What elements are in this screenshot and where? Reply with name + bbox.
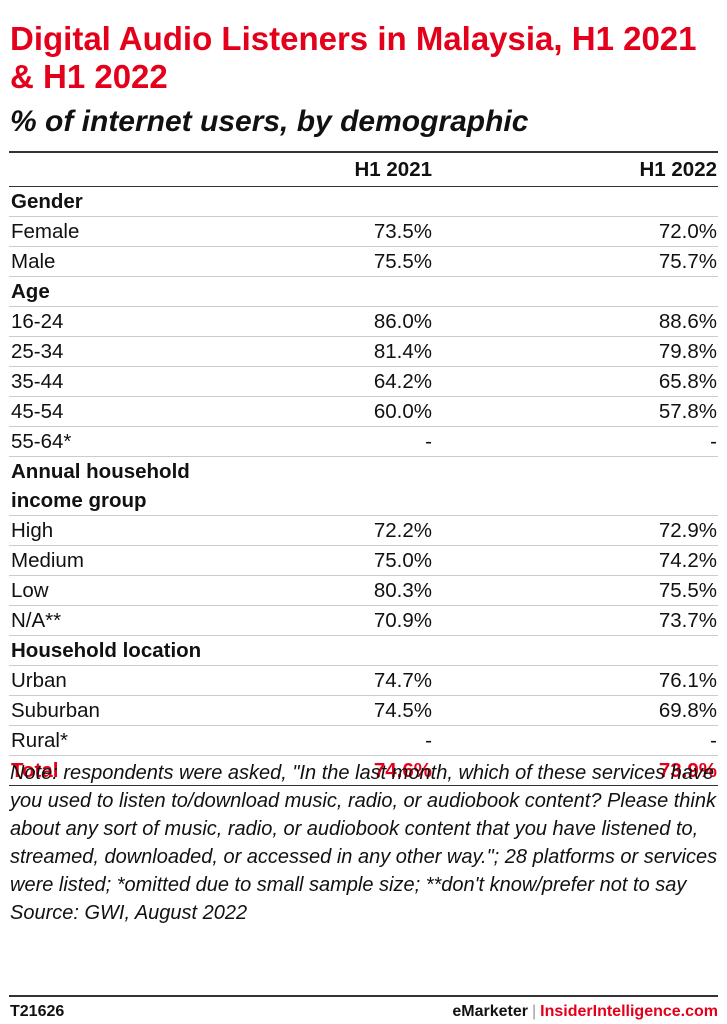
cell-h1-2022: 88.6%	[433, 306, 718, 337]
row-label: 45-54	[9, 396, 262, 427]
table-row: Medium 75.0% 74.2%	[9, 545, 718, 576]
brand-emarketer: eMarketer	[452, 1003, 529, 1020]
cell-h1-2022: -	[433, 426, 718, 457]
row-label: High	[9, 515, 262, 546]
table-row: Male 75.5% 75.7%	[9, 246, 718, 277]
cell-h1-2022: 72.9%	[433, 515, 718, 546]
group-spacer	[262, 186, 433, 217]
cell-h1-2021: 86.0%	[262, 306, 433, 337]
cell-h1-2021: 60.0%	[262, 396, 433, 427]
group-label: Household location	[9, 635, 262, 666]
row-label: 55-64*	[9, 426, 262, 457]
group-spacer	[433, 456, 718, 516]
group-spacer	[433, 635, 718, 666]
table-row: Low 80.3% 75.5%	[9, 575, 718, 606]
brand-insiderintelligence: InsiderIntelligence.com	[540, 1003, 718, 1020]
table-group-row: Household location	[9, 635, 718, 666]
group-spacer	[433, 276, 718, 307]
cell-h1-2021: 74.7%	[262, 665, 433, 696]
note-text: Note: respondents were asked, "In the la…	[10, 762, 718, 896]
group-label: Annual household income group	[9, 456, 262, 516]
cell-h1-2022: -	[433, 725, 718, 756]
cell-h1-2022: 75.7%	[433, 246, 718, 277]
brand-logo: eMarketer | InsiderIntelligence.com	[452, 1002, 718, 1022]
cell-h1-2021: 75.5%	[262, 246, 433, 277]
table-row: 25-34 81.4% 79.8%	[9, 336, 718, 367]
chart-note: Note: respondents were asked, "In the la…	[10, 759, 720, 927]
row-label: Suburban	[9, 695, 262, 726]
group-spacer	[262, 276, 433, 307]
table-group-row: Age	[9, 276, 718, 307]
cell-h1-2022: 75.5%	[433, 575, 718, 606]
cell-h1-2022: 69.8%	[433, 695, 718, 726]
data-table: H1 2021 H1 2022 Gender Female 73.5% 72.0% Ma…	[9, 153, 718, 786]
row-label: 25-34	[9, 336, 262, 367]
header-label	[9, 153, 262, 187]
cell-h1-2021: 72.2%	[262, 515, 433, 546]
row-label: N/A**	[9, 605, 262, 636]
row-label: Low	[9, 575, 262, 606]
table-row: 16-24 86.0% 88.6%	[9, 306, 718, 337]
total-label: Total	[9, 755, 262, 786]
cell-h1-2022: 79.8%	[433, 336, 718, 367]
table-row: 55-64* - -	[9, 426, 718, 457]
top-rule	[9, 151, 718, 153]
cell-h1-2021: 75.0%	[262, 545, 433, 576]
source-text: Source: GWI, August 2022	[10, 902, 248, 924]
cell-h1-2022: 76.1%	[433, 665, 718, 696]
cell-h1-2022: 73.7%	[433, 605, 718, 636]
cell-h1-2021: 81.4%	[262, 336, 433, 367]
table-header-row: H1 2021 H1 2022	[9, 153, 718, 187]
cell-h1-2021: -	[262, 426, 433, 457]
chart-title: Digital Audio Listeners in Malaysia, H1 …	[10, 20, 697, 95]
cell-h1-2021: 73.5%	[262, 216, 433, 247]
table-row: 35-44 64.2% 65.8%	[9, 366, 718, 397]
table-row: Rural* - -	[9, 725, 718, 756]
cell-h1-2022: 65.8%	[433, 366, 718, 397]
group-spacer	[433, 186, 718, 217]
row-label: 35-44	[9, 366, 262, 397]
cell-h1-2021: 80.3%	[262, 575, 433, 606]
cell-h1-2021: 64.2%	[262, 366, 433, 397]
group-label: Gender	[9, 186, 262, 217]
cell-h1-2021: 74.5%	[262, 695, 433, 726]
table-body: Gender Female 73.5% 72.0% Male 75.5% 75.7% Age 1…	[9, 186, 718, 786]
table-total-row: Total 74.6% 73.9%	[9, 755, 718, 786]
cell-h1-2022: 57.8%	[433, 396, 718, 427]
header-h1-2021: H1 2021	[262, 153, 433, 187]
chart-subtitle: % of internet users, by demographic	[10, 105, 529, 138]
footer: T21626 eMarketer | InsiderIntelligence.com	[10, 1002, 718, 1022]
table-row: Urban 74.7% 76.1%	[9, 665, 718, 696]
table-row: N/A** 70.9% 73.7%	[9, 605, 718, 636]
row-label: Rural*	[9, 725, 262, 756]
cell-h1-2022: 72.0%	[433, 216, 718, 247]
row-label: Male	[9, 246, 262, 277]
cell-h1-2021: -	[262, 725, 433, 756]
row-label: 16-24	[9, 306, 262, 337]
group-spacer	[262, 635, 433, 666]
group-spacer	[262, 456, 433, 516]
cell-h1-2022: 74.2%	[433, 545, 718, 576]
table-group-row: Annual household income group	[9, 456, 718, 516]
row-label: Female	[9, 216, 262, 247]
table-row: High 72.2% 72.9%	[9, 515, 718, 546]
table-group-row: Gender	[9, 186, 718, 217]
table-row: 45-54 60.0% 57.8%	[9, 396, 718, 427]
brand-separator: |	[532, 1003, 537, 1020]
group-label: Age	[9, 276, 262, 307]
chart-id: T21626	[10, 1003, 65, 1020]
total-h1-2021: 74.6%	[262, 755, 433, 786]
table-row: Suburban 74.5% 69.8%	[9, 695, 718, 726]
table-row: Female 73.5% 72.0%	[9, 216, 718, 247]
header-h1-2022: H1 2022	[433, 153, 718, 187]
row-label: Urban	[9, 665, 262, 696]
total-h1-2022: 73.9%	[433, 755, 718, 786]
row-label: Medium	[9, 545, 262, 576]
cell-h1-2021: 70.9%	[262, 605, 433, 636]
bottom-rule	[9, 995, 718, 997]
